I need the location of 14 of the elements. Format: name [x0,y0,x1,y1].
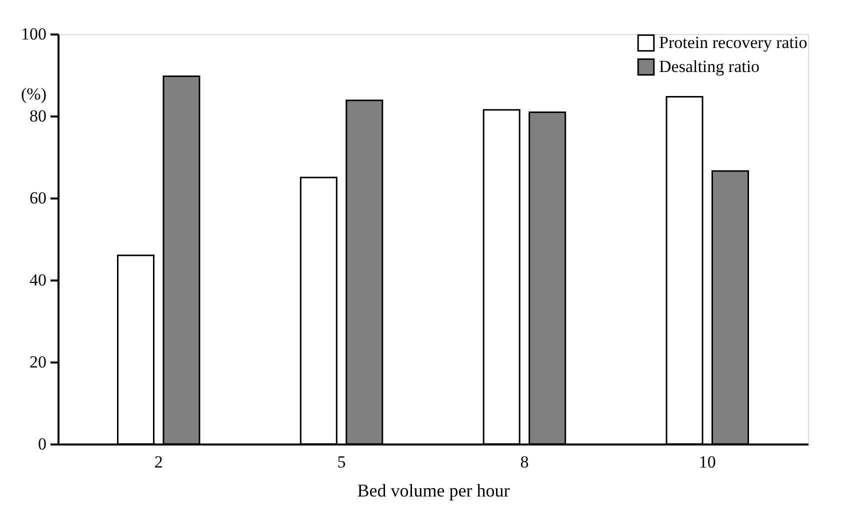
y-axis-title: (%) [21,84,46,104]
x-tick-label: 2 [154,452,163,472]
x-tick-label: 8 [520,452,529,472]
legend-label: Protein recovery ratio [659,33,808,52]
y-tick-label: 100 [21,24,46,44]
y-tick-label: 20 [30,352,46,372]
y-tick-label: 80 [30,106,46,126]
y-tick-label: 60 [30,188,46,208]
y-tick-label: 40 [30,270,46,290]
y-tick-label: 0 [38,434,46,454]
x-tick-label: 5 [337,452,346,472]
legend-label: Desalting ratio [659,57,760,76]
x-axis-title: Bed volume per hour [357,480,510,500]
x-tick-label: 10 [698,452,716,472]
